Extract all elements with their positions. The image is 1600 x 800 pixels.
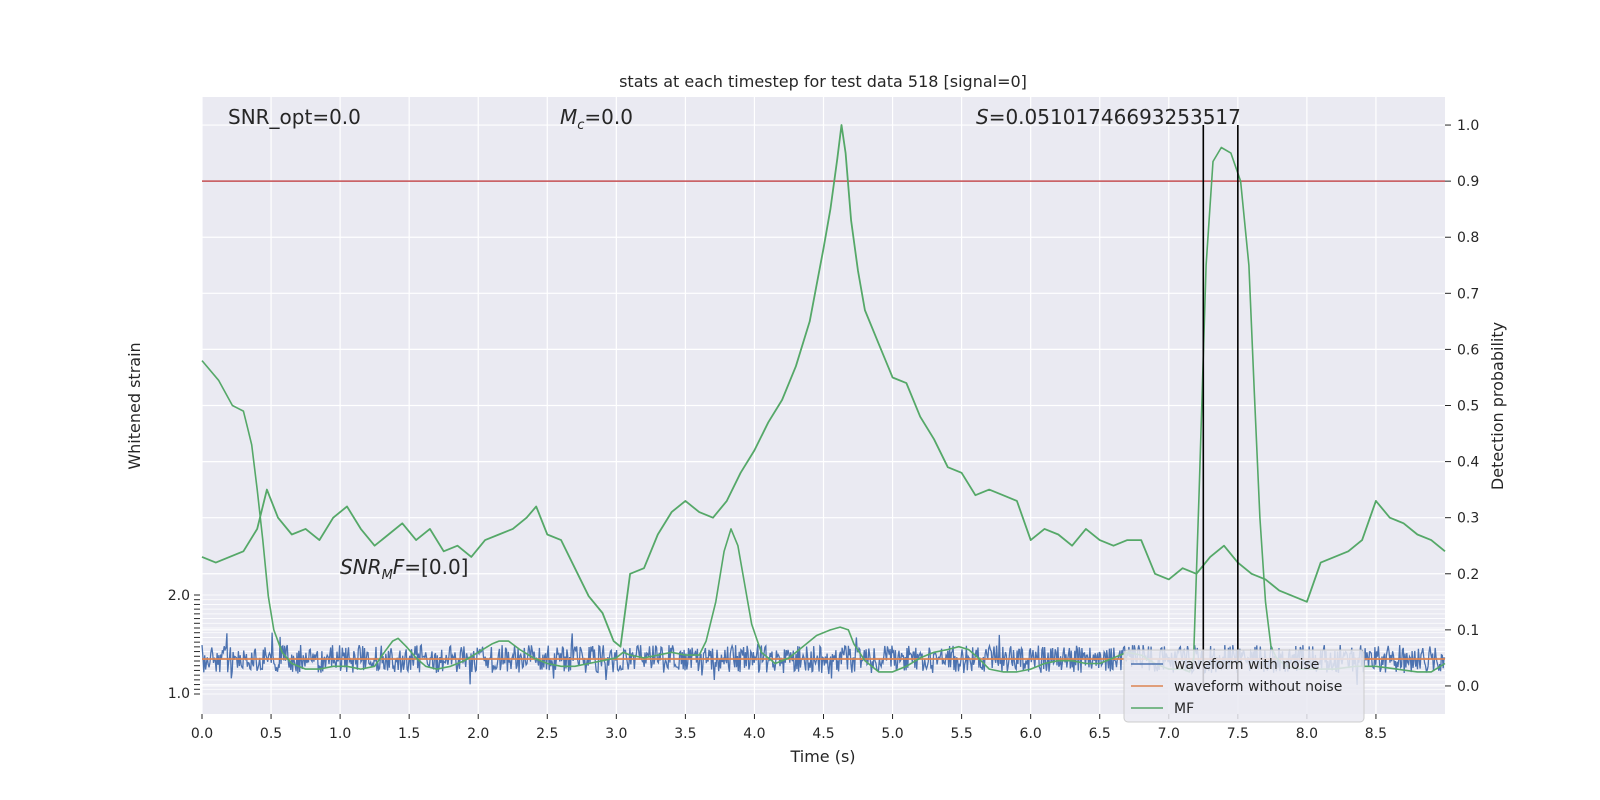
y-tick-label-6: 0.6	[1457, 342, 1479, 358]
series-line-mf	[201, 146, 1446, 673]
x-tick-label-6: 3.0	[605, 726, 627, 742]
x-tick-label-9: 4.5	[812, 726, 834, 742]
y-tick-label-7: 0.7	[1457, 286, 1479, 302]
y-axis-ticks-right: 0.0 0.1 0.2 0.3 0.4 0.5 0.6 0.7 0.8 0.9 1.0	[1445, 118, 1479, 695]
y-tick-label-2: 0.2	[1457, 567, 1479, 583]
inset-y-tick-top: 2.0	[168, 588, 190, 604]
x-tick-label-2: 1.0	[329, 726, 351, 742]
y-tick-label-9: 0.9	[1457, 174, 1479, 190]
mc-annotation: Mc=0.0	[560, 105, 633, 133]
x-tick-label-13: 6.5	[1089, 726, 1111, 742]
chart-title: stats at each timestep for test data 518…	[619, 72, 1027, 91]
legend-label-clean: waveform without noise	[1174, 679, 1342, 695]
legend: waveform with noise waveform without noi…	[1123, 649, 1365, 723]
snr-mf-annotation: SNRMF=[0.0]	[340, 555, 468, 583]
x-tick-label-11: 5.5	[950, 726, 972, 742]
x-tick-label-4: 2.0	[467, 726, 489, 742]
x-axis-ticks: 0.0 0.5 1.0 1.5 2.0 2.5 3.0 3.5 4.0 4.5 5.0 5.5 6.0 6…	[191, 714, 1387, 742]
x-tick-label-1: 0.5	[260, 726, 282, 742]
y-tick-label-4: 0.4	[1457, 455, 1479, 471]
y-axis-label-left: Whitened strain	[125, 342, 144, 469]
x-tick-label-17: 8.5	[1365, 726, 1387, 742]
y-tick-label-10: 1.0	[1457, 118, 1479, 134]
x-axis-label: Time (s)	[789, 747, 855, 766]
legend-label-noise: waveform with noise	[1174, 657, 1319, 673]
y-tick-label-5: 0.5	[1457, 399, 1479, 415]
y-tick-label-1: 0.1	[1457, 623, 1479, 639]
y-axis-label-right: Detection probability	[1488, 322, 1507, 490]
x-tick-label-5: 2.5	[536, 726, 558, 742]
y-tick-label-0: 0.0	[1457, 679, 1479, 695]
series-line-detection-probability	[201, 124, 1446, 648]
inset-y-tick-bottom: 1.0	[168, 686, 190, 702]
x-tick-label-14: 7.0	[1158, 726, 1180, 742]
x-tick-label-7: 3.5	[674, 726, 696, 742]
x-tick-label-16: 8.0	[1296, 726, 1318, 742]
x-tick-label-3: 1.5	[398, 726, 420, 742]
x-tick-label-15: 7.5	[1227, 726, 1249, 742]
y-tick-label-3: 0.3	[1457, 511, 1479, 527]
x-tick-label-12: 6.0	[1020, 726, 1042, 742]
snr-opt-annotation: SNR_opt=0.0	[228, 105, 361, 129]
x-tick-label-8: 4.0	[743, 726, 765, 742]
y-tick-label-8: 0.8	[1457, 230, 1479, 246]
window-markers	[1202, 125, 1239, 686]
s-annotation: S=0.05101746693253517	[976, 105, 1241, 129]
legend-label-mf: MF	[1174, 701, 1194, 717]
legend-box	[1123, 649, 1365, 723]
x-tick-label-0: 0.0	[191, 726, 213, 742]
x-tick-label-10: 5.0	[881, 726, 903, 742]
